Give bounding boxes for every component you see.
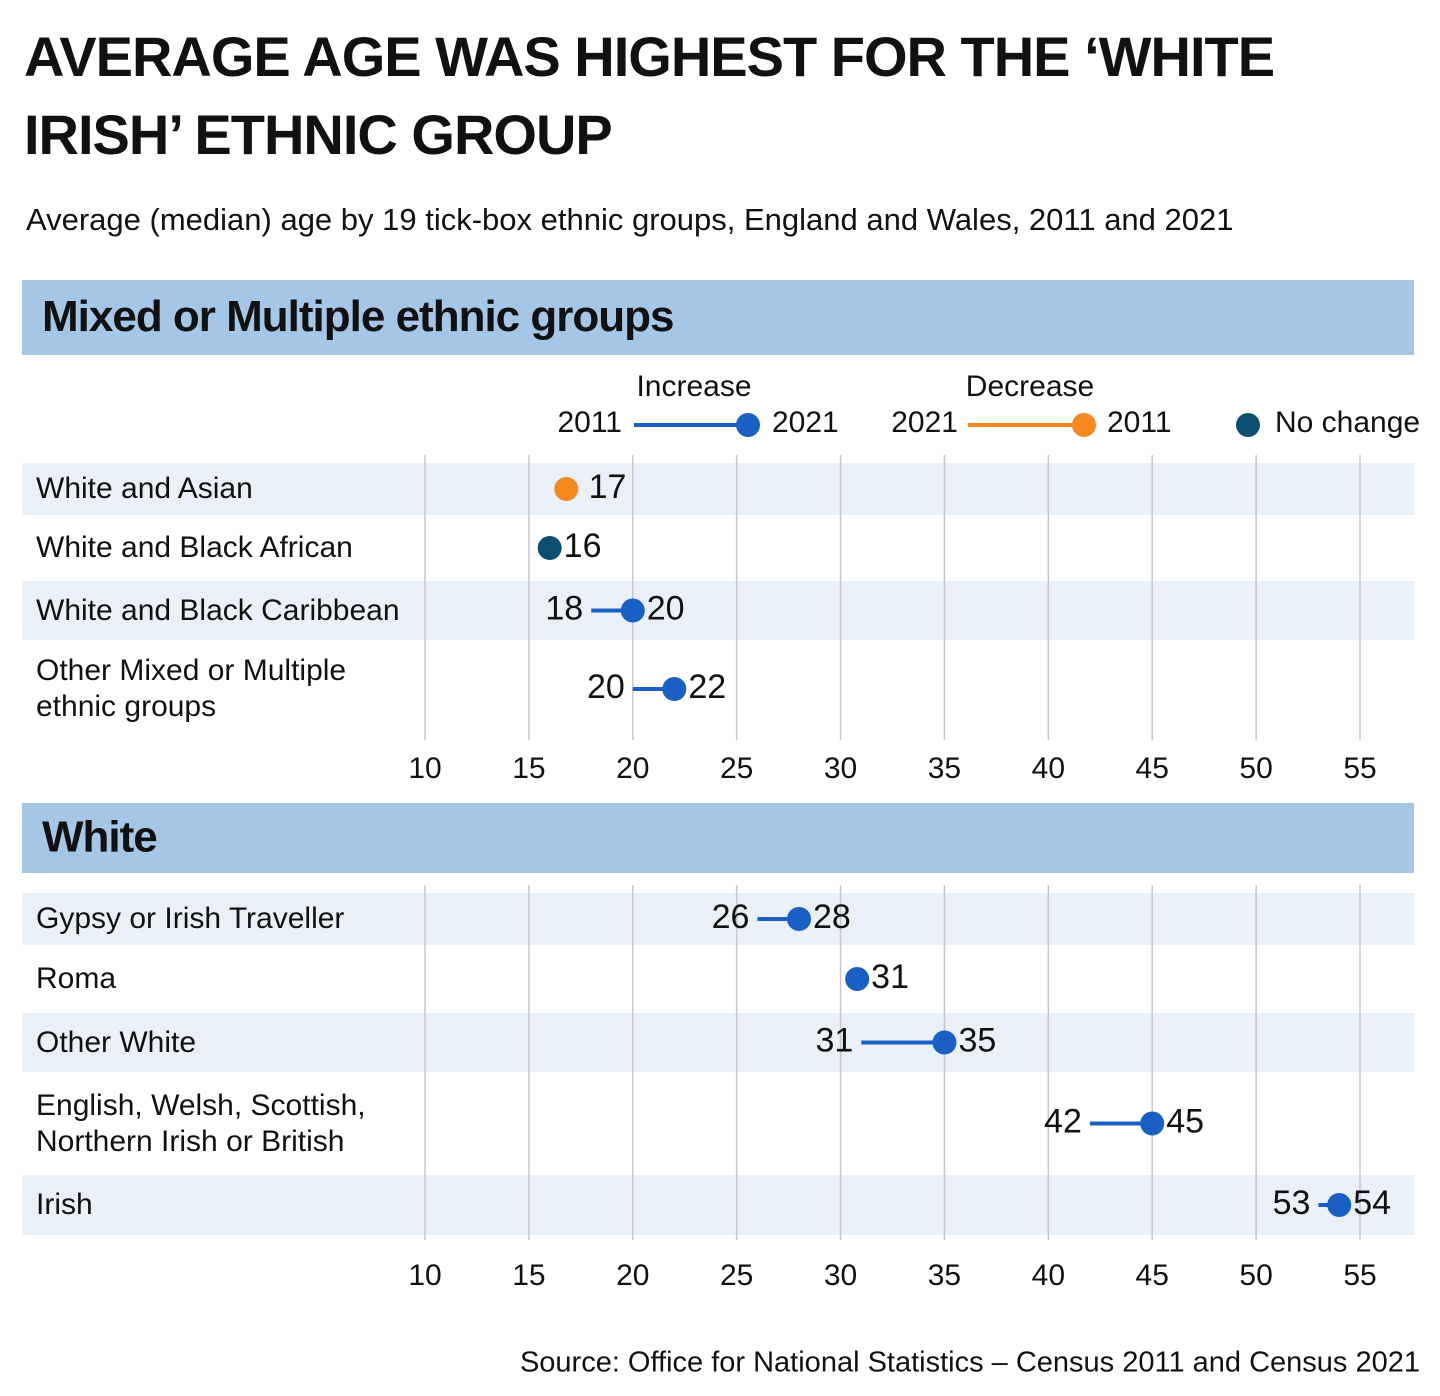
value-label: 31	[871, 958, 909, 996]
x-tick-label: 50	[1239, 752, 1272, 785]
chart-title: AVERAGE AGE WAS HIGHEST FOR THE ‘WHITE I…	[24, 25, 1275, 166]
dot-2021	[537, 536, 562, 560]
dot-2021	[787, 907, 811, 931]
legend-label: No change	[1275, 406, 1420, 439]
row-stripe	[22, 1013, 1414, 1072]
title-box: AVERAGE AGE WAS HIGHEST FOR THE ‘WHITE I…	[24, 25, 1275, 166]
dot-2021	[620, 598, 645, 623]
value-label: 54	[1353, 1184, 1391, 1222]
category-label: Other White	[36, 1025, 197, 1059]
value-label: 26	[712, 898, 750, 936]
x-tick-label: 55	[1343, 752, 1376, 785]
category-box: Other White	[36, 1025, 197, 1059]
x-tick-label: 45	[1136, 752, 1169, 785]
category-box: White and Black African	[36, 531, 353, 564]
chart-subtitle: Average (median) age by 19 tick-box ethn…	[26, 202, 1234, 237]
x-tick-label: 25	[720, 752, 753, 785]
value-label: 18	[545, 589, 583, 627]
legend-year: 2021	[772, 406, 839, 439]
value-label: 45	[1166, 1102, 1204, 1140]
value-label: 16	[564, 527, 602, 565]
value-label: 20	[587, 668, 625, 706]
legend-dot	[1236, 413, 1260, 437]
category-box: White and Asian	[36, 472, 253, 505]
value-label: 20	[647, 589, 685, 627]
x-tick-label: 15	[512, 752, 545, 785]
dot-2021	[1327, 1193, 1352, 1217]
category-label: White and Black Caribbean	[36, 593, 400, 627]
category-label: White and Black African	[36, 531, 353, 564]
dot-2021	[845, 967, 870, 991]
value-label: 22	[688, 668, 726, 706]
x-tick-label: 10	[408, 752, 441, 785]
value-label: 53	[1273, 1184, 1311, 1222]
category-label: Gypsy or Irish Traveller	[36, 902, 345, 935]
legend-year: 2021	[891, 406, 958, 439]
panel-title: Mixed or Multiple ethnic groups	[42, 292, 673, 341]
category-box: White and Black Caribbean	[36, 593, 400, 627]
legend-label: Increase	[636, 370, 751, 403]
x-tick-label: 40	[1032, 1259, 1065, 1292]
legend-year: 2011	[557, 406, 622, 439]
panel-title: White	[42, 813, 157, 862]
row-stripe	[22, 893, 1414, 945]
x-tick-label: 25	[720, 1259, 753, 1292]
category-box: Irish	[36, 1188, 93, 1221]
value-label: 28	[813, 898, 851, 936]
x-tick-label: 30	[824, 752, 857, 785]
x-tick-label: 35	[928, 752, 961, 785]
x-tick-label: 15	[512, 1259, 545, 1292]
category-label: English, Welsh, Scottish, Northern Irish…	[36, 1088, 366, 1158]
x-tick-label: 30	[824, 1259, 857, 1292]
category-box: Other Mixed or Multiple ethnic groups	[36, 654, 347, 723]
row-stripe	[22, 581, 1414, 640]
x-tick-label: 50	[1239, 1259, 1272, 1292]
value-label: 35	[958, 1021, 996, 1059]
legend-label: Decrease	[966, 370, 1094, 403]
x-tick-label: 40	[1032, 752, 1065, 785]
dot-2021	[1140, 1111, 1165, 1136]
value-label: 42	[1044, 1102, 1082, 1140]
legend-dot	[1072, 413, 1096, 437]
x-tick-label: 20	[616, 752, 649, 785]
dot-2021	[932, 1030, 957, 1055]
legend-year: 2011	[1107, 406, 1172, 439]
x-tick-label: 35	[928, 1259, 961, 1292]
category-label: Other Mixed or Multiple ethnic groups	[36, 654, 347, 723]
panel-header	[22, 280, 1414, 355]
panel-header	[22, 803, 1414, 873]
legend-dot	[736, 413, 760, 437]
dot-2021	[554, 477, 579, 501]
row-stripe	[22, 1175, 1414, 1235]
x-tick-label: 55	[1343, 1259, 1376, 1292]
source: Source: Office for National Statistics –…	[520, 1347, 1420, 1379]
category-box: Roma	[36, 962, 117, 995]
category-label: White and Asian	[36, 472, 253, 505]
category-label: Irish	[36, 1188, 93, 1221]
value-label: 31	[816, 1021, 854, 1059]
category-box: English, Welsh, Scottish, Northern Irish…	[36, 1088, 366, 1158]
x-tick-label: 20	[616, 1259, 649, 1292]
value-label: 17	[589, 468, 627, 506]
x-tick-label: 10	[408, 1259, 441, 1292]
row-stripe	[22, 463, 1414, 515]
dot-2021	[662, 677, 687, 701]
category-label: Roma	[36, 962, 117, 995]
category-box: Gypsy or Irish Traveller	[36, 902, 345, 935]
x-tick-label: 45	[1136, 1259, 1169, 1292]
